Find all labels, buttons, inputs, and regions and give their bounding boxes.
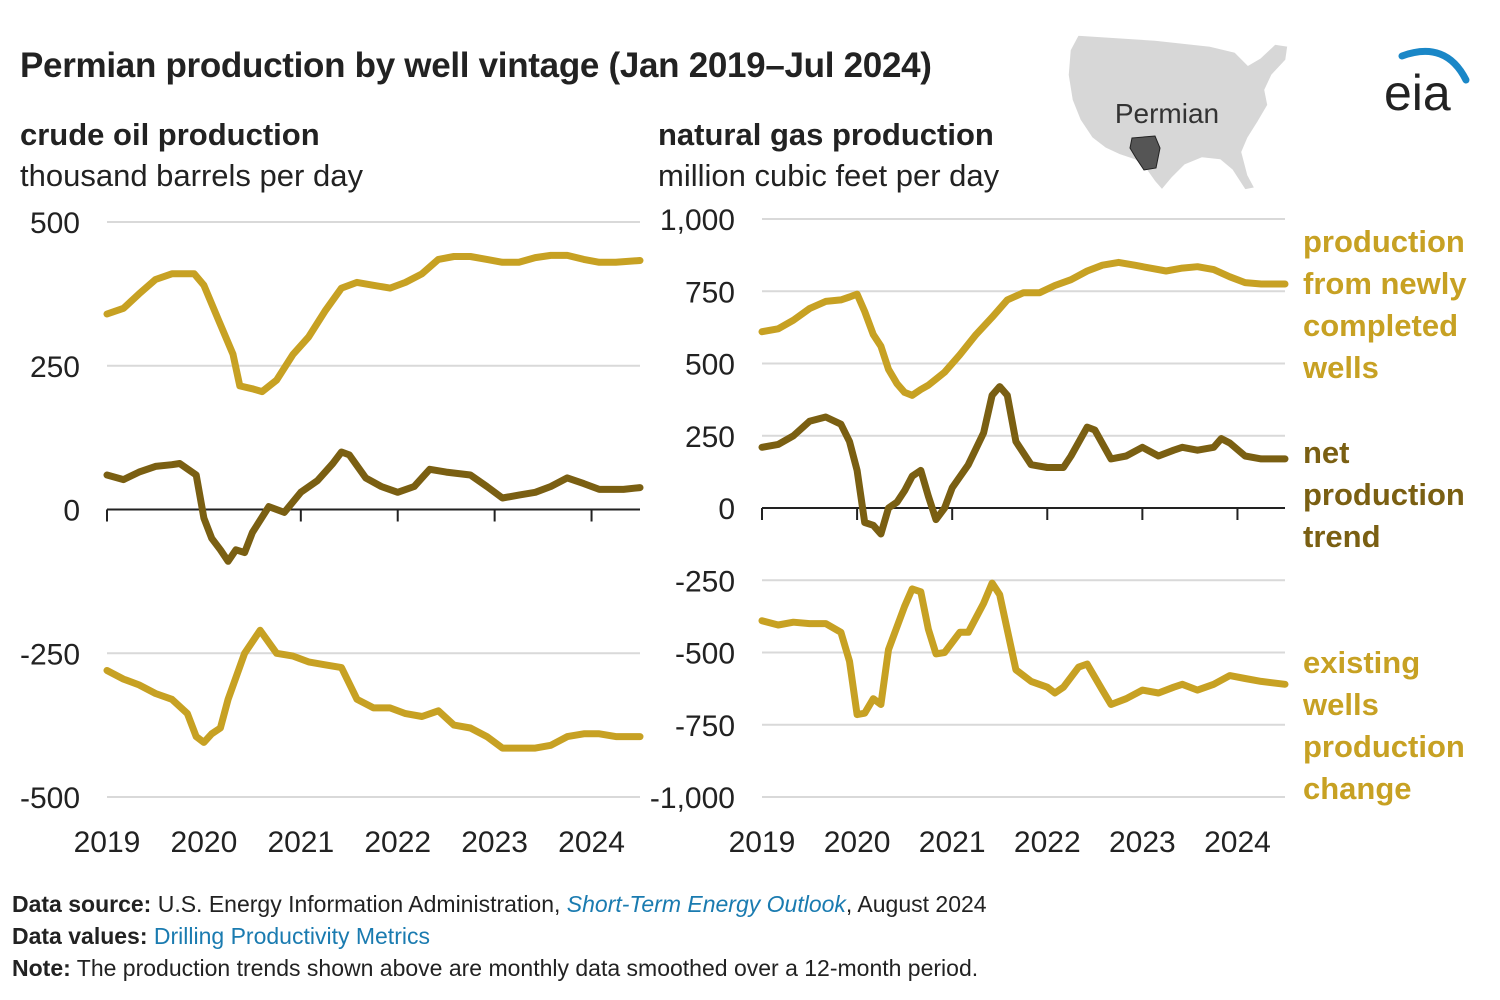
y-tick-label: 0 [63, 495, 80, 528]
eia-logo: eia [1380, 40, 1475, 125]
values-label: Data values: [12, 923, 148, 949]
y-tick-label: -250 [675, 565, 735, 598]
x-tick-label: 2020 [171, 826, 238, 859]
panel-1: 1,000 750 500 250 0 -250 -500 -750 -1,000 2019 202… [650, 204, 1289, 859]
series-line-net-trend [758, 383, 1289, 538]
x-tick-label: 2023 [461, 826, 528, 859]
oil-panel-unit: thousand barrels per day [20, 158, 363, 193]
y-tick-label: -500 [675, 638, 735, 671]
x-tick-label: 2024 [558, 826, 625, 859]
series-line-net-trend [103, 448, 644, 565]
footer-source: Data source: U.S. Energy Information Adm… [12, 888, 987, 920]
label-line: existing [1303, 645, 1421, 680]
label-line: change [1303, 771, 1412, 806]
us-map: Permian [1060, 30, 1300, 205]
label-newly-completed: production from newly completed wells [1303, 221, 1467, 389]
y-tick-label: -500 [20, 782, 80, 815]
series-line-existing [103, 626, 644, 752]
label-existing: existing wells production change [1303, 642, 1465, 810]
source-link[interactable]: Short-Term Energy Outlook [566, 891, 846, 917]
source-tail: , August 2024 [845, 891, 987, 917]
label-line: trend [1303, 519, 1381, 554]
x-tick-label: 2022 [1014, 826, 1081, 859]
x-tick-label: 2022 [364, 826, 431, 859]
y-tick-label: 500 [30, 207, 80, 240]
x-tick-label: 2021 [919, 826, 986, 859]
chart-title: Permian production by well vintage (Jan … [20, 46, 932, 85]
series-line-newly-completed [103, 251, 644, 396]
label-line: completed [1303, 308, 1459, 343]
label-line: production [1303, 224, 1465, 259]
series-line-newly-completed [758, 258, 1289, 399]
y-tick-label: 750 [685, 276, 735, 309]
logo-arc [1398, 47, 1470, 84]
us-map-shape [1067, 34, 1289, 192]
series-line-existing [758, 579, 1289, 719]
y-tick-label: -750 [675, 710, 735, 743]
x-tick-label: 2020 [824, 826, 891, 859]
label-net-trend: net production trend [1303, 432, 1465, 558]
source-text: U.S. Energy Information Administration, [157, 891, 567, 917]
y-tick-label: -250 [20, 638, 80, 671]
label-line: wells [1303, 687, 1379, 722]
label-line: production [1303, 477, 1465, 512]
x-tick-label: 2019 [74, 826, 141, 859]
y-tick-label: 1,000 [660, 204, 735, 237]
gas-panel-unit: million cubic feet per day [658, 158, 1000, 193]
logo-text: eia [1384, 65, 1451, 120]
note-label: Note: [12, 955, 71, 981]
y-tick-label: 0 [718, 493, 735, 526]
y-tick-label: 250 [30, 351, 80, 384]
x-tick-label: 2023 [1109, 826, 1176, 859]
gas-panel-title: natural gas production [658, 117, 994, 152]
note-text: The production trends shown above are mo… [76, 955, 979, 981]
footer: Data source: U.S. Energy Information Adm… [12, 888, 987, 984]
values-link[interactable]: Drilling Productivity Metrics [153, 923, 430, 949]
label-line: production [1303, 729, 1465, 764]
source-label: Data source: [12, 891, 152, 917]
y-tick-label: 500 [685, 349, 735, 382]
footer-note: Note: The production trends shown above … [12, 952, 987, 984]
label-line: net [1303, 435, 1350, 470]
y-tick-label: 250 [685, 421, 735, 454]
oil-panel-title: crude oil production [20, 117, 320, 152]
y-tick-label: -1,000 [650, 782, 735, 815]
label-line: from newly [1303, 266, 1467, 301]
x-tick-label: 2019 [729, 826, 796, 859]
label-line: wells [1303, 350, 1379, 385]
footer-values: Data values: Drilling Productivity Metri… [12, 920, 987, 952]
panel-0: 500 250 0 -250 -500 2019 2020 2021 2022 2023 2024 [20, 207, 644, 859]
x-tick-label: 2024 [1204, 826, 1271, 859]
map-label: Permian [1115, 98, 1219, 129]
permian-region [1129, 135, 1161, 171]
x-tick-label: 2021 [267, 826, 334, 859]
